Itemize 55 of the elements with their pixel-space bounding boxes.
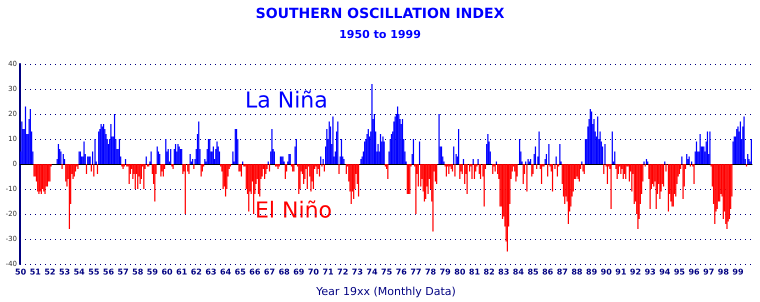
x-tick-label: 68 xyxy=(278,268,290,276)
x-tick-label: 74 xyxy=(366,268,378,276)
x-tick-label: 76 xyxy=(396,268,408,276)
x-tick-label: 80 xyxy=(454,268,466,276)
x-tick-label: 54 xyxy=(74,268,86,276)
x-tick-label: 92 xyxy=(630,268,642,276)
x-tick-label: 51 xyxy=(30,268,42,276)
x-tick-label: 57 xyxy=(118,268,129,276)
x-tick-label: 88 xyxy=(571,268,583,276)
x-tick-label: 65 xyxy=(234,268,246,276)
x-tick-label: 75 xyxy=(381,268,393,276)
annotation: El Niño xyxy=(255,198,332,224)
x-tick-label: 96 xyxy=(688,268,700,276)
x-tick-label: 67 xyxy=(264,268,276,276)
x-tick-label: 86 xyxy=(542,268,554,276)
x-tick-label: 91 xyxy=(615,268,627,276)
x-tick-label: 53 xyxy=(58,268,70,276)
x-tick-label: 79 xyxy=(440,268,452,276)
chart-subtitle: 1950 to 1999 xyxy=(339,28,421,41)
x-tick-label: 61 xyxy=(176,268,188,276)
x-tick-label: 77 xyxy=(410,268,422,276)
x-tick-label: 93 xyxy=(644,268,656,276)
x-tick-label: 50 xyxy=(15,268,27,276)
x-tick-label: 73 xyxy=(352,268,363,276)
x-tick-label: 70 xyxy=(308,268,320,276)
x-tick-label: 82 xyxy=(484,268,495,276)
x-tick-label: 64 xyxy=(220,268,232,276)
x-tick-label: 58 xyxy=(132,268,144,276)
x-tick-label: 59 xyxy=(146,268,158,276)
x-tick-label: 72 xyxy=(337,268,348,276)
x-tick-label: 78 xyxy=(424,268,437,276)
x-tick-label: 85 xyxy=(527,268,540,276)
x-tick-label: 60 xyxy=(161,268,174,276)
x-tick-label: 87 xyxy=(556,268,568,276)
x-tick-label: 63 xyxy=(205,268,216,276)
chart-title: SOUTHERN OSCILLATION INDEX xyxy=(256,6,505,22)
x-tick-label: 83 xyxy=(498,268,510,276)
x-tick-label: 97 xyxy=(703,268,714,276)
x-tick-label: 99 xyxy=(732,268,744,276)
annotation: La Niña xyxy=(245,88,328,114)
x-tick-label: 95 xyxy=(674,268,686,276)
x-tick-label: 66 xyxy=(249,268,261,276)
x-tick-label: 84 xyxy=(512,268,524,276)
x-tick-label: 90 xyxy=(600,268,612,276)
x-tick-label: 62 xyxy=(190,268,202,276)
x-tick-label: 71 xyxy=(322,268,334,276)
x-tick-label: 69 xyxy=(293,268,305,276)
x-tick-label: 98 xyxy=(718,268,730,276)
x-tick-label: 89 xyxy=(586,268,598,276)
x-tick-label: 81 xyxy=(468,268,480,276)
x-tick-label: 94 xyxy=(659,268,671,276)
x-tick-label: 55 xyxy=(88,268,100,276)
x-axis-title: Year 19xx (Monthly Data) xyxy=(315,285,456,298)
x-tick-label: 52 xyxy=(44,268,56,276)
x-tick-label: 56 xyxy=(102,268,114,276)
